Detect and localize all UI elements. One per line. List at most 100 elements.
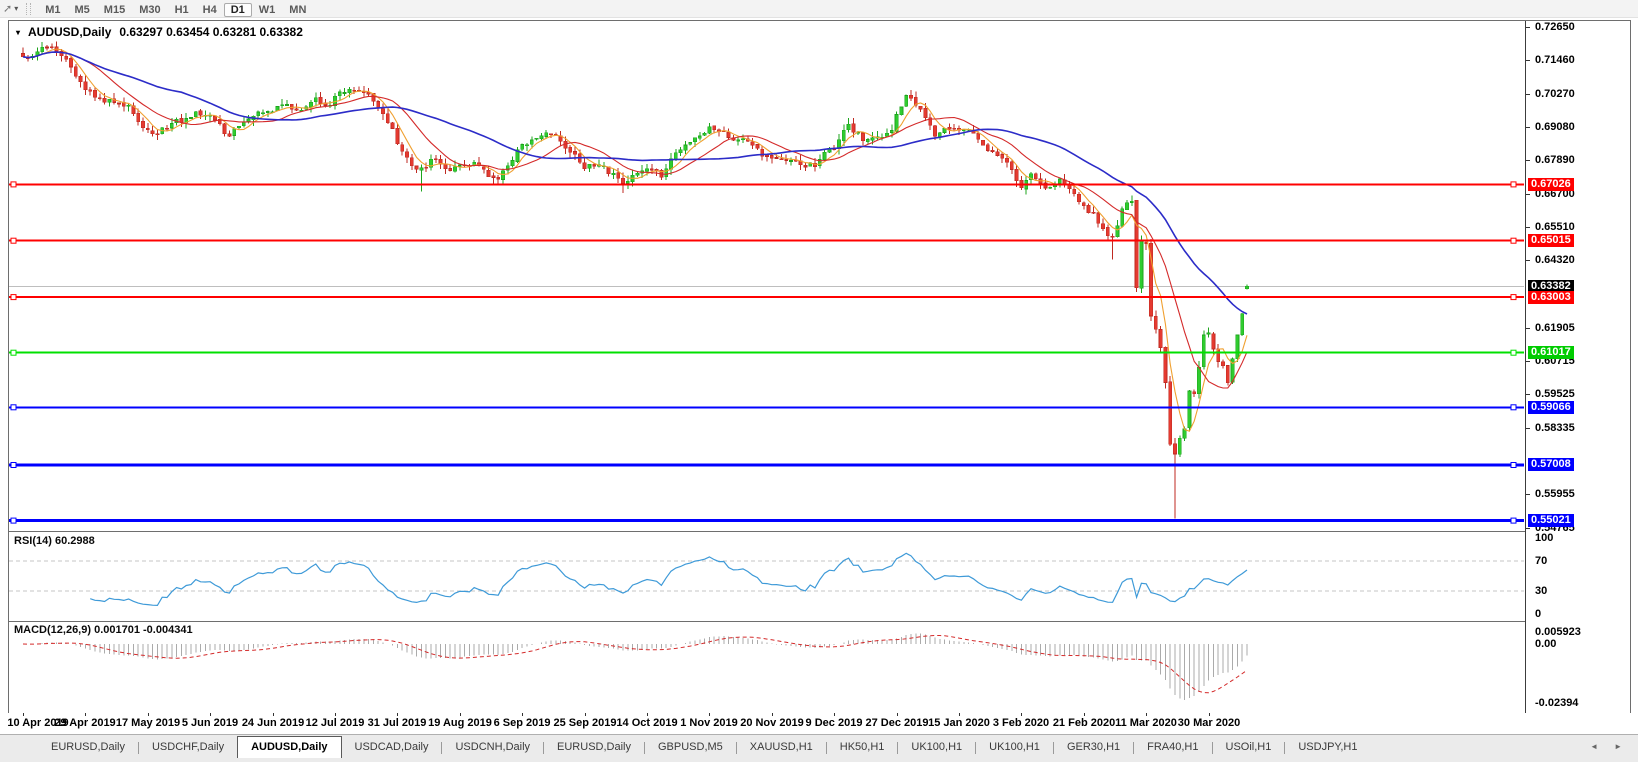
timeframe-button-m15[interactable]: M15	[103, 3, 126, 16]
date-tick-label: 19 Aug 2019	[428, 717, 492, 729]
chart-tab[interactable]: HK50,H1	[839, 741, 885, 753]
tab-separator	[1052, 742, 1054, 754]
price-tick-label: 0.55955	[1535, 488, 1575, 500]
chart-symbol-label: AUDUSD,Daily	[28, 25, 112, 39]
rsi-axis-label: 30	[1535, 585, 1548, 597]
chart-tab[interactable]: USOil,H1	[1225, 741, 1272, 753]
rsi-label: RSI(14) 60.2988	[14, 535, 95, 547]
macd-histogram	[27, 633, 1248, 701]
price-tick-mark	[1526, 528, 1530, 529]
chart-tab[interactable]: UK100,H1	[989, 741, 1040, 753]
macd-indicator-plot	[9, 622, 1524, 713]
hline-handle[interactable]	[10, 517, 17, 524]
date-tick-mark	[1021, 713, 1022, 716]
rsi-line	[90, 552, 1248, 607]
price-tick-label: 0.58335	[1535, 422, 1575, 434]
price-tick-mark	[1526, 27, 1530, 28]
timeframe-button-m30[interactable]: M30	[139, 3, 161, 16]
hline-handle[interactable]	[10, 349, 17, 356]
date-tick-label: 11 Mar 2020	[1115, 717, 1177, 729]
chart-tab[interactable]: EURUSD,Daily	[557, 741, 631, 753]
date-tick-mark	[647, 713, 648, 716]
price-tick-label: 0.61905	[1535, 322, 1575, 334]
price-tick-mark	[1526, 260, 1530, 261]
price-tick-label: 0.67890	[1535, 154, 1575, 166]
price-tick-mark	[1526, 394, 1530, 395]
hline-handle[interactable]	[1510, 237, 1517, 244]
cursor-tool-icon[interactable]: ➚	[3, 2, 13, 15]
price-level-badge: 0.63382	[1528, 280, 1574, 293]
chart-objects-caret-icon[interactable]: ▾	[16, 27, 21, 37]
chart-tab[interactable]: FRA40,H1	[1147, 741, 1199, 753]
hline-handle[interactable]	[1510, 181, 1517, 188]
chart-tab[interactable]: USDJPY,H1	[1298, 741, 1358, 753]
tab-scroll-left-icon[interactable]: ◄	[1590, 742, 1599, 751]
hline-handle[interactable]	[10, 237, 17, 244]
timeframe-button-d1[interactable]: D1	[223, 2, 252, 17]
tab-separator	[975, 742, 977, 754]
date-tick-label: 10 Apr 2019	[7, 717, 69, 729]
macd-axis-label: 0.005923	[1535, 626, 1581, 638]
price-tick-mark	[1526, 328, 1530, 329]
price-level-badge: 0.61017	[1528, 346, 1574, 359]
chart-tab[interactable]: GER30,H1	[1066, 741, 1121, 753]
date-tick-mark	[85, 713, 86, 716]
hline-handle[interactable]	[1510, 462, 1517, 468]
chevron-down-icon[interactable]: ▾	[14, 4, 19, 13]
candles-layer	[21, 41, 1249, 519]
horizontal-level-lines[interactable]	[9, 181, 1524, 524]
price-tick-mark	[1526, 94, 1530, 95]
panel-splitter[interactable]	[9, 621, 1630, 622]
rsi-axis-label: 70	[1535, 555, 1548, 567]
chart-tab[interactable]: USDCAD,Daily	[354, 741, 429, 753]
timeframe-button-m5[interactable]: M5	[74, 3, 90, 16]
tab-bar-spacer	[0, 735, 38, 736]
date-axis: 10 Apr 2019 29 Apr 2019 17 May 2019 5 Jun 2…	[7, 713, 1631, 733]
date-tick-mark	[1084, 713, 1085, 716]
hline-handle[interactable]	[10, 462, 17, 468]
chart-tab[interactable]: UK100,H1	[911, 741, 963, 753]
panel-splitter[interactable]	[9, 531, 1630, 532]
date-tick-label: 20 Nov 2019	[740, 717, 804, 729]
tab-scroll-right-icon[interactable]: ►	[1614, 742, 1622, 751]
date-tick-label: 17 May 2019	[115, 717, 181, 729]
hline-handle[interactable]	[10, 294, 17, 301]
ma-slow-line	[22, 51, 1248, 315]
price-tick-label: 0.72650	[1535, 21, 1575, 33]
date-tick-label: 3 Feb 2020	[992, 717, 1050, 729]
date-tick-label: 25 Sep 2019	[553, 717, 617, 729]
date-tick-label: 9 Dec 2019	[805, 717, 863, 729]
timeframe-button-mn[interactable]: MN	[289, 3, 307, 16]
date-tick-mark	[1146, 713, 1147, 716]
date-tick-label: 12 Jul 2019	[305, 717, 365, 729]
hline-handle[interactable]	[1510, 404, 1517, 411]
timeframe-button-h1[interactable]: H1	[174, 3, 189, 16]
price-tick-label: 0.66700	[1535, 188, 1575, 200]
hline-handle[interactable]	[10, 181, 17, 188]
chart-tab[interactable]: GBPUSD,M5	[658, 741, 723, 753]
timeframe-button-h4[interactable]: H4	[202, 3, 217, 16]
date-tick-label: 14 Oct 2019	[616, 717, 678, 729]
ma-fast-line	[22, 48, 1248, 432]
toolbar-drag-handle[interactable]	[26, 2, 32, 15]
chart-ohlc-values: 0.63297 0.63454 0.63281 0.63382	[119, 25, 303, 39]
chart-tab[interactable]: XAUUSD,H1	[749, 741, 813, 753]
chart-tab[interactable]: USDCNH,Daily	[455, 741, 531, 753]
price-tick-mark	[1526, 361, 1530, 362]
chart-title: ▾ AUDUSD,Daily 0.63297 0.63454 0.63281 0…	[16, 25, 303, 39]
chart-tab[interactable]: AUDUSD,Daily	[237, 736, 342, 758]
date-tick-label: 30 Mar 2020	[1177, 717, 1241, 729]
chart-tab[interactable]: EURUSD,Daily	[51, 741, 125, 753]
price-tick-label: 0.69080	[1535, 121, 1575, 133]
date-tick-mark	[148, 713, 149, 716]
hline-handle[interactable]	[10, 404, 17, 411]
price-tick-mark	[1526, 160, 1530, 161]
hline-handle[interactable]	[1510, 517, 1517, 524]
macd-label: MACD(12,26,9) 0.001701 -0.004341	[14, 624, 193, 636]
timeframe-button-w1[interactable]: W1	[258, 3, 276, 16]
timeframe-button-m1[interactable]: M1	[45, 3, 61, 16]
hline-handle[interactable]	[1510, 294, 1517, 301]
date-tick-label: 29 Apr 2019	[54, 717, 116, 729]
chart-tab[interactable]: USDCHF,Daily	[151, 741, 225, 753]
hline-handle[interactable]	[1510, 349, 1517, 356]
